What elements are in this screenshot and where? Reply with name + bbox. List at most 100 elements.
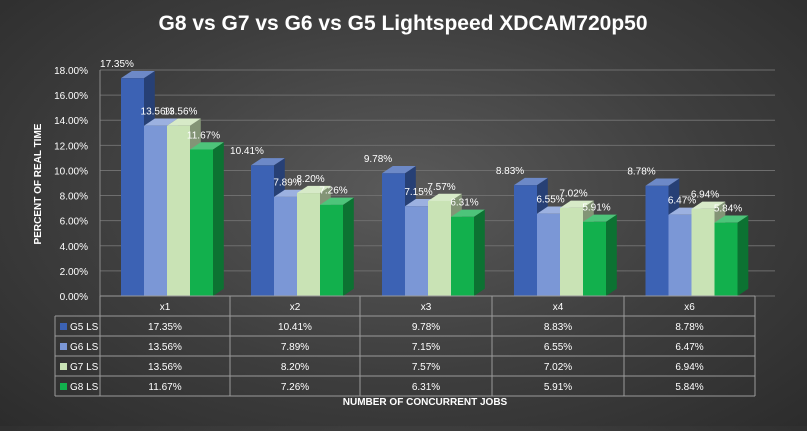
bar-top — [645, 178, 680, 186]
data-label: 7.89% — [273, 178, 301, 189]
data-label: 7.57% — [427, 182, 455, 193]
bar-front — [121, 78, 144, 297]
bar-side — [606, 214, 617, 296]
bar-g8-ls-x4 — [583, 214, 617, 296]
chart-title: G8 vs G7 vs G6 vs G5 Lightspeed XDCAM720… — [158, 12, 647, 35]
data-label: 10.41% — [230, 146, 264, 157]
bar-top — [691, 201, 726, 209]
y-tick-labels: 0.00% 2.00% 4.00% 6.00% 8.00% 10.00% 12.00% 14.… — [54, 66, 88, 303]
bar-top — [382, 166, 416, 174]
data-label: 8.78% — [627, 167, 655, 178]
y-tick-label: 10.00% — [54, 166, 88, 177]
bar-front — [560, 207, 583, 296]
x-tick-label: x6 — [684, 302, 695, 313]
bar-front — [320, 204, 343, 296]
data-label: 5.84% — [714, 203, 742, 214]
bar-side — [474, 209, 485, 296]
y-tick-label: 8.00% — [60, 192, 88, 203]
table-cell: 13.56% — [148, 362, 182, 373]
table-cell: 8.83% — [544, 322, 572, 333]
table-cell: 6.47% — [675, 342, 703, 353]
bars — [121, 70, 749, 297]
table-cell: 7.57% — [412, 362, 440, 373]
table-cell: 7.02% — [544, 362, 572, 373]
bar-front — [714, 222, 738, 296]
data-table: x1 x2 x3 x4 x6 G5 LS 17.35% 10.41% 9.78% 8.83% 8.7… — [54, 295, 756, 397]
bar-top — [121, 70, 155, 79]
y-tick-label: 0.00% — [60, 292, 88, 303]
table-cell: 7.15% — [412, 342, 440, 353]
legend-swatch — [60, 363, 67, 370]
table-cell: 13.56% — [148, 342, 182, 353]
bar-top — [428, 193, 462, 201]
bar-front — [451, 216, 474, 296]
legend-swatch — [60, 343, 67, 350]
legend-entry: G7 LS — [70, 362, 99, 373]
bar-top — [167, 118, 201, 126]
bar-front — [297, 193, 320, 296]
y-axis-label: PERCENT OF REAL TIME — [33, 123, 44, 244]
y-tick-label: 16.00% — [54, 91, 88, 102]
table-cell: 5.84% — [675, 382, 703, 393]
data-label: 17.35% — [100, 59, 134, 70]
data-label: 6.47% — [668, 196, 696, 207]
table-cell: 17.35% — [148, 322, 182, 333]
legend-entry: G6 LS — [70, 342, 99, 353]
y-tick-label: 12.00% — [54, 141, 88, 152]
bar-front — [382, 173, 405, 296]
data-label: 5.91% — [582, 203, 610, 214]
bar-side — [213, 142, 224, 296]
table-cell: 6.31% — [412, 382, 440, 393]
data-label: 7.02% — [559, 189, 587, 200]
bar-front — [583, 221, 606, 296]
table-cell: 8.78% — [675, 322, 703, 333]
data-label: 6.94% — [691, 190, 719, 201]
bar-top — [560, 200, 594, 208]
data-label: 8.20% — [296, 174, 324, 185]
data-label: 11.67% — [187, 130, 220, 141]
bar-g8-ls-x3 — [451, 209, 485, 296]
legend-entry: G8 LS — [70, 382, 99, 393]
data-label: 9.78% — [364, 154, 392, 165]
y-tick-label: 14.00% — [54, 116, 88, 127]
y-tick-label: 6.00% — [60, 217, 88, 228]
x-tick-label: x2 — [290, 302, 301, 313]
bar-front — [537, 213, 560, 296]
bar-g8-ls-x1 — [190, 142, 224, 296]
bar-top — [251, 158, 285, 166]
bar-top — [514, 177, 548, 186]
data-label: 8.83% — [496, 166, 524, 177]
data-label: 13.56% — [164, 107, 198, 118]
data-labels: 17.35% 13.56%13.56% 11.67% 10.41% 7.89%8.20%… — [100, 59, 742, 215]
bar-front — [645, 185, 669, 296]
data-label: 7.15% — [404, 187, 432, 198]
table-cell: 7.89% — [281, 342, 309, 353]
y-tick-label: 2.00% — [60, 267, 88, 278]
table-cell: 6.94% — [675, 362, 703, 373]
bar-top — [190, 142, 224, 150]
bar-front — [144, 125, 167, 296]
table-cell: 10.41% — [278, 322, 312, 333]
data-label: 7.26% — [319, 186, 347, 197]
x-tick-label: x4 — [553, 302, 564, 313]
bar-g8-ls-x2 — [320, 197, 354, 296]
legend-swatch — [60, 383, 67, 390]
bar-top — [714, 215, 749, 223]
x-tick-label: x1 — [160, 302, 171, 313]
legend-swatch — [60, 323, 67, 330]
bar-top — [144, 118, 178, 126]
data-label: 13.56% — [141, 107, 175, 118]
y-tick-label: 4.00% — [60, 242, 88, 253]
table-cell: 6.55% — [544, 342, 572, 353]
table-cell: 8.20% — [281, 362, 309, 373]
bar-top — [451, 209, 485, 217]
bar-front — [274, 196, 297, 296]
x-tick-label: x3 — [421, 302, 432, 313]
bar-top — [320, 197, 354, 205]
table-cell: 7.26% — [281, 382, 309, 393]
table-cell: 9.78% — [412, 322, 440, 333]
bar-front — [668, 214, 692, 296]
bar-side — [737, 215, 749, 296]
